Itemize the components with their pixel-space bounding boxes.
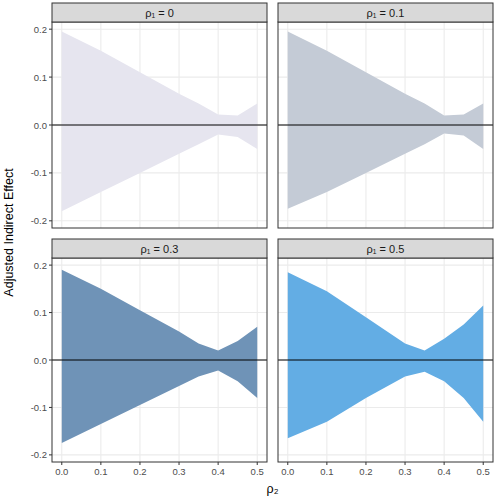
panel: ρ₁ = 0.1: [278, 3, 493, 228]
tick-mark: [49, 312, 52, 313]
tick-mark: [49, 77, 52, 78]
tick-label: 0.0: [34, 355, 47, 366]
data-group: [278, 272, 493, 438]
panel-background: [278, 258, 493, 462]
grid-line: [278, 265, 493, 266]
tick-mark: [49, 125, 52, 126]
strip: [278, 239, 493, 258]
panel: ρ₁ = 0.3 0.0 0.1 0.2 0.3 0.4 0.5 -0.2 -0.1 0.0 0.1…: [31, 239, 267, 477]
tick-mark: [49, 29, 52, 30]
reference-line: [278, 125, 493, 126]
tick-label: 0.0: [55, 466, 68, 477]
tick-mark: [49, 265, 52, 266]
grid-line: [278, 359, 493, 360]
tick-mark: [179, 462, 180, 465]
panel-title: ρ₁ = 0.5: [367, 243, 405, 255]
tick-mark: [444, 462, 445, 465]
tick-label: 0.5: [477, 466, 490, 477]
tick-label: 0.4: [438, 466, 451, 477]
tick-mark: [100, 462, 101, 465]
tick-label: -0.2: [31, 215, 47, 226]
tick-label: 0.4: [212, 466, 225, 477]
tick-label: 0.0: [281, 466, 294, 477]
tick-label: 0.3: [398, 466, 411, 477]
tick-mark: [405, 462, 406, 465]
tick-label: 0.5: [251, 466, 264, 477]
tick-mark: [365, 462, 366, 465]
strip: [52, 3, 267, 22]
panel-border: [278, 22, 493, 228]
tick-mark: [49, 220, 52, 221]
tick-label: 0.2: [34, 24, 47, 35]
reference-line: [52, 125, 267, 126]
grid-line: [52, 29, 267, 30]
tick-mark: [139, 462, 140, 465]
ribbon: [288, 272, 483, 438]
tick-label: 0.0: [34, 120, 47, 131]
grid-line: [52, 359, 267, 360]
grid-line: [278, 124, 493, 125]
reference-line: [278, 360, 493, 361]
ribbon: [288, 32, 483, 209]
grid-line: [52, 220, 267, 221]
tick-mark: [49, 360, 52, 361]
tick-mark: [326, 462, 327, 465]
tick-mark: [49, 407, 52, 408]
tick-label: -0.2: [31, 449, 47, 460]
panel-background: [52, 258, 267, 462]
tick-mark: [483, 462, 484, 465]
grid-line: [278, 29, 493, 30]
tick-label: 0.2: [34, 260, 47, 271]
grid-line: [52, 124, 267, 125]
y-axis-label: Adjusted Indirect Effect: [2, 168, 16, 297]
tick-label: -0.1: [31, 167, 47, 178]
x-axis-label: ρ₂: [267, 482, 279, 496]
tick-mark: [49, 172, 52, 173]
strip: [52, 239, 267, 258]
tick-mark: [257, 462, 258, 465]
panel: ρ₁ = 0.5 0.0 0.1 0.2 0.3 0.4 0.5: [278, 239, 493, 477]
panel: ρ₁ = 0 -0.2 -0.1 0.0 0.1 0.2: [31, 3, 267, 228]
panel-border: [278, 258, 493, 462]
tick-label: -0.1: [31, 402, 47, 413]
tick-label: 0.2: [359, 466, 372, 477]
tick-label: 0.2: [133, 466, 146, 477]
panel-title: ρ₁ = 0.1: [367, 7, 405, 19]
tick-mark: [218, 462, 219, 465]
ribbon: [62, 270, 257, 443]
panel-title: ρ₁ = 0.3: [141, 243, 179, 255]
tick-label: 0.1: [320, 466, 333, 477]
data-group: [52, 32, 267, 212]
figure: ρ₁ = 0 -0.2 -0.1 0.0 0.1 0.2 ρ₁ = 0.1 ρ₁ = 0.3 0…: [0, 0, 500, 500]
reference-line: [52, 360, 267, 361]
panel-background: [52, 22, 267, 228]
tick-label: 0.1: [34, 72, 47, 83]
panel-border: [52, 258, 267, 462]
data-group: [52, 270, 267, 443]
strip: [278, 3, 493, 22]
tick-label: 0.1: [94, 466, 107, 477]
grid-line: [278, 220, 493, 221]
panel-title: ρ₁ = 0: [145, 7, 174, 19]
grid-line: [278, 454, 493, 455]
tick-mark: [287, 462, 288, 465]
tick-mark: [61, 462, 62, 465]
panel-border: [52, 22, 267, 228]
grid-line: [52, 454, 267, 455]
data-group: [278, 32, 493, 209]
ribbon: [62, 32, 257, 212]
tick-mark: [49, 454, 52, 455]
grid-line: [52, 265, 267, 266]
tick-label: 0.1: [34, 307, 47, 318]
tick-label: 0.3: [172, 466, 185, 477]
panel-background: [278, 22, 493, 228]
